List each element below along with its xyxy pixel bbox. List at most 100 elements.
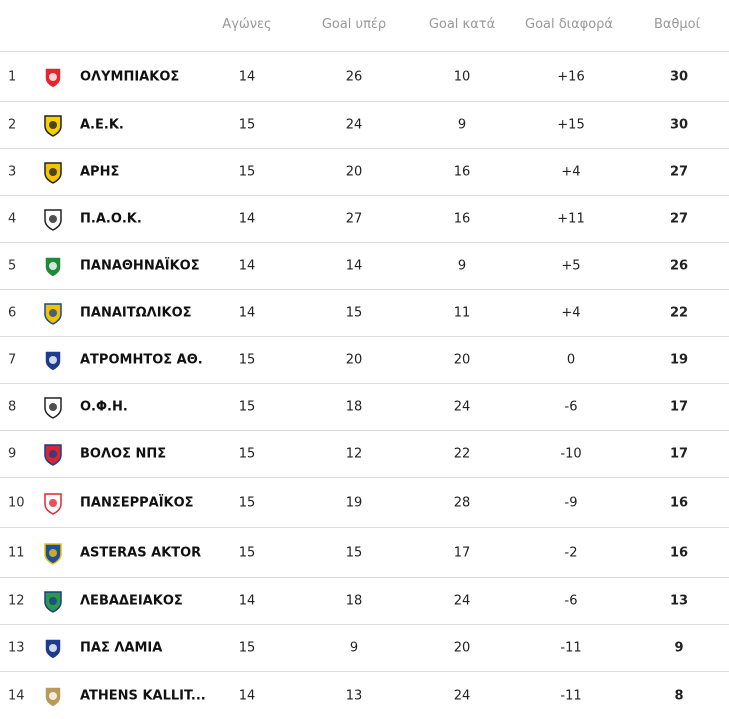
points: 8 <box>674 688 684 703</box>
table-row[interactable]: 10 ΠΑΝΣΕΡΡΑΪΚΟΣ 15 19 28 -9 16 <box>0 478 729 528</box>
points: 16 <box>669 495 689 510</box>
goals-for: 15 <box>345 305 363 321</box>
points: 30 <box>669 69 689 84</box>
played: 15 <box>238 640 256 656</box>
points: 22 <box>669 305 689 321</box>
table-row[interactable]: 6 ΠΑΝΑΙΤΩΛΙΚΟΣ 14 15 11 +4 22 <box>0 290 729 337</box>
goals-against: 11 <box>453 305 471 321</box>
volos-crest-icon <box>44 444 62 466</box>
asteras-crest-icon <box>44 542 62 565</box>
rank: 13 <box>8 640 25 656</box>
table-row[interactable]: 12 ΛΕΒΑΔΕΙΑΚΟΣ 14 18 24 -6 13 <box>0 578 729 625</box>
table-row[interactable]: 4 Π.Α.Ο.Κ. 14 27 16 +11 27 <box>0 196 729 243</box>
played: 15 <box>238 399 256 415</box>
table-row[interactable]: 13 ΠΑΣ ΛΑΜΙΑ 15 9 20 -11 9 <box>0 625 729 672</box>
goal-diff: 0 <box>566 352 576 368</box>
table-row[interactable]: 5 ΠΑΝΑΘΗΝΑΪΚΟΣ 14 14 9 +5 26 <box>0 243 729 290</box>
team-name[interactable]: ΠΑΝΑΘΗΝΑΪΚΟΣ <box>80 258 200 274</box>
team-name[interactable]: ΛΕΒΑΔΕΙΑΚΟΣ <box>80 593 183 609</box>
levadiakos-crest-icon <box>44 591 62 613</box>
points: 17 <box>669 446 689 462</box>
table-row[interactable]: 14 ATHENS KALLIT... 14 13 24 -11 8 <box>0 672 729 719</box>
goals-against: 16 <box>453 164 471 180</box>
goals-for: 20 <box>345 352 363 368</box>
points: 16 <box>669 545 689 560</box>
played: 15 <box>238 545 256 560</box>
table-row[interactable]: 3 ΑΡΗΣ 15 20 16 +4 27 <box>0 149 729 196</box>
goal-diff: +4 <box>561 305 581 321</box>
played: 15 <box>238 352 256 368</box>
goals-for: 18 <box>345 399 363 415</box>
table-row[interactable]: 11 ASTERAS AKTOR 15 15 17 -2 16 <box>0 528 729 578</box>
played: 14 <box>238 258 256 274</box>
header-points[interactable]: Βαθμοί <box>653 17 701 32</box>
team-name[interactable]: ΠΑΝΑΙΤΩΛΙΚΟΣ <box>80 305 192 321</box>
goals-for: 12 <box>345 446 363 462</box>
team-name[interactable]: ΑΡΗΣ <box>80 164 120 180</box>
rank: 7 <box>8 352 17 368</box>
header-played[interactable]: Αγώνες <box>222 17 272 32</box>
goal-diff: -6 <box>564 399 578 415</box>
header-goals-against[interactable]: Goal κατά <box>428 17 496 32</box>
rank: 14 <box>8 688 25 703</box>
goals-against: 17 <box>453 545 471 560</box>
team-name[interactable]: ΒΟΛΟΣ ΝΠΣ <box>80 446 167 462</box>
standings-table: 1 ΟΛΥΜΠΙΑΚΟΣ 14 26 10 +16 30 2 Α.Ε.Κ. 15… <box>0 52 729 719</box>
played: 14 <box>238 593 256 609</box>
played: 15 <box>238 164 256 180</box>
goal-diff: +5 <box>561 258 581 274</box>
points: 27 <box>669 211 689 227</box>
table-row[interactable]: 8 Ο.Φ.Η. 15 18 24 -6 17 <box>0 384 729 431</box>
table-row[interactable]: 2 Α.Ε.Κ. 15 24 9 +15 30 <box>0 102 729 149</box>
team-name[interactable]: ATHENS KALLIT... <box>80 688 206 703</box>
goals-for: 9 <box>349 640 359 656</box>
played: 15 <box>238 495 256 510</box>
ofi-crest-icon <box>44 397 62 419</box>
goals-against: 24 <box>453 688 471 703</box>
goals-for: 20 <box>345 164 363 180</box>
goal-diff: +4 <box>561 164 581 180</box>
rank: 5 <box>8 258 17 274</box>
goal-diff: -9 <box>564 495 578 510</box>
team-name[interactable]: ΟΛΥΜΠΙΑΚΟΣ <box>80 69 180 84</box>
table-row[interactable]: 9 ΒΟΛΟΣ ΝΠΣ 15 12 22 -10 17 <box>0 431 729 478</box>
played: 14 <box>238 688 256 703</box>
rank: 11 <box>8 545 25 560</box>
rank: 8 <box>8 399 17 415</box>
goals-for: 18 <box>345 593 363 609</box>
team-name[interactable]: ΑΤΡΟΜΗΤΟΣ ΑΘ. <box>80 352 203 368</box>
panetolikos-crest-icon <box>44 303 62 325</box>
goal-diff: -10 <box>560 446 582 462</box>
header-goal-diff[interactable]: Goal διαφορά <box>524 17 614 32</box>
goal-diff: +15 <box>557 117 585 133</box>
team-name[interactable]: Π.Α.Ο.Κ. <box>80 211 142 227</box>
team-name[interactable]: ΠΑΣ ΛΑΜΙΑ <box>80 640 163 656</box>
played: 14 <box>238 69 256 84</box>
team-name[interactable]: Ο.Φ.Η. <box>80 399 128 415</box>
points: 9 <box>674 640 684 656</box>
goals-for: 15 <box>345 545 363 560</box>
goals-for: 19 <box>345 495 363 510</box>
team-name[interactable]: Α.Ε.Κ. <box>80 117 124 133</box>
table-row[interactable]: 1 ΟΛΥΜΠΙΑΚΟΣ 14 26 10 +16 30 <box>0 52 729 102</box>
played: 15 <box>238 446 256 462</box>
goal-diff: -11 <box>560 688 582 703</box>
goals-for: 13 <box>345 688 363 703</box>
goals-against: 22 <box>453 446 471 462</box>
goals-against: 9 <box>457 258 467 274</box>
table-row[interactable]: 7 ΑΤΡΟΜΗΤΟΣ ΑΘ. 15 20 20 0 19 <box>0 337 729 384</box>
table-header: Αγώνες Goal υπέρ Goal κατά Goal διαφορά … <box>0 0 729 52</box>
rank: 1 <box>8 69 17 84</box>
points: 27 <box>669 164 689 180</box>
goals-for: 26 <box>345 69 363 84</box>
athens-kallithea-crest-icon <box>44 685 62 708</box>
header-goals-for[interactable]: Goal υπέρ <box>321 17 387 32</box>
points: 17 <box>669 399 689 415</box>
goal-diff: -2 <box>564 545 578 560</box>
team-name[interactable]: ΠΑΝΣΕΡΡΑΪΚΟΣ <box>80 495 194 510</box>
panathinaikos-crest-icon <box>44 256 62 278</box>
atromitos-crest-icon <box>44 350 62 372</box>
goals-against: 9 <box>457 117 467 133</box>
team-name[interactable]: ASTERAS AKTOR <box>80 545 202 560</box>
paok-crest-icon <box>44 209 62 231</box>
